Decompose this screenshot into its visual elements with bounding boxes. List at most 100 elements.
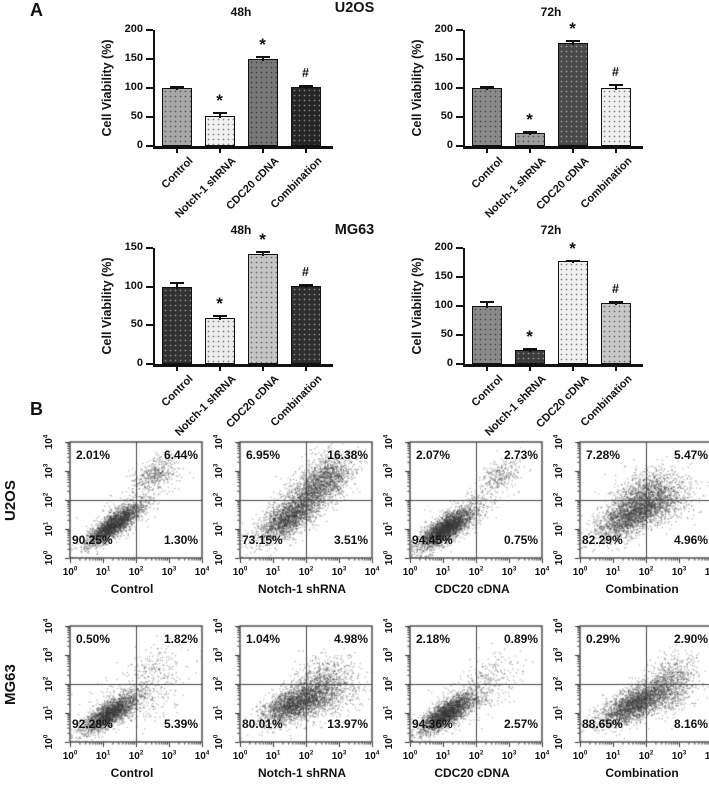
x-tick-label: 102 bbox=[638, 565, 654, 578]
chart-title: 72h bbox=[540, 223, 562, 237]
y-axis-line bbox=[153, 248, 155, 367]
x-tick-label: 104 bbox=[704, 751, 709, 762]
significance-marker: * bbox=[569, 239, 576, 259]
y-axis-tick-label: 100 bbox=[124, 81, 143, 93]
y-tick-label: 102 bbox=[382, 492, 395, 508]
y-axis-tick bbox=[146, 87, 153, 89]
y-tick-label: 102 bbox=[42, 676, 55, 692]
x-tick-label: 101 bbox=[605, 749, 621, 762]
bar bbox=[600, 88, 631, 146]
quadrant-label-top-left: 2.07% bbox=[416, 448, 451, 462]
quadrant-label-bottom-left: 94.45% bbox=[412, 533, 453, 547]
error-bar bbox=[565, 260, 580, 264]
quadrant-label-bottom-left: 92.28% bbox=[72, 717, 113, 731]
y-axis-tick bbox=[456, 29, 463, 31]
quadrant-label-top-left: 2.01% bbox=[76, 448, 111, 462]
x-tick-label: 100 bbox=[402, 749, 418, 762]
y-axis-tick bbox=[146, 363, 153, 365]
flow-scatter-canvas bbox=[60, 440, 204, 566]
x-tick-label: 100 bbox=[232, 749, 248, 762]
x-axis-line bbox=[463, 364, 643, 367]
bar bbox=[290, 285, 321, 364]
quadrant-label-bottom-right: 13.97% bbox=[327, 717, 368, 731]
y-axis-tick bbox=[456, 305, 463, 307]
x-axis-tick bbox=[485, 367, 488, 371]
y-tick-label: 103 bbox=[552, 647, 565, 663]
x-tick-label: 104 bbox=[704, 567, 709, 578]
x-axis-tick bbox=[261, 367, 264, 371]
y-axis-tick bbox=[456, 116, 463, 118]
quadrant-label-bottom-left: 80.01% bbox=[242, 717, 283, 731]
y-axis-line bbox=[153, 30, 155, 149]
y-axis-line bbox=[463, 30, 465, 149]
cell-line-header-mg63: MG63 bbox=[334, 222, 375, 238]
significance-marker: * bbox=[259, 230, 266, 250]
quadrant-label-top-right: 1.82% bbox=[163, 632, 198, 646]
error-bar bbox=[565, 40, 580, 46]
y-tick-label: 102 bbox=[552, 676, 565, 692]
x-tick-label: 104 bbox=[364, 749, 380, 762]
y-tick-label: 101 bbox=[42, 705, 55, 721]
quadrant-label-bottom-right: 1.30% bbox=[163, 533, 198, 547]
y-tick-label: 104 bbox=[42, 434, 55, 450]
flow-condition-label: CDC20 cDNA bbox=[434, 766, 510, 780]
flow-plot-area: 0.50% 1.82% 92.28% 5.39% 100 101 102 103 104 bbox=[43, 619, 204, 750]
y-axis-line bbox=[463, 248, 465, 367]
x-axis-tick bbox=[261, 149, 264, 153]
x-axis-tick bbox=[485, 149, 488, 153]
y-axis-tick bbox=[146, 247, 153, 249]
flow-condition-label: Notch-1 shRNA bbox=[257, 582, 346, 596]
y-tick-label: 101 bbox=[42, 521, 55, 537]
quadrant-label-bottom-right: 8.16% bbox=[673, 717, 708, 731]
flow-plot-area: 2.01% 6.44% 90.25% 1.30% 100 101 102 103 104 bbox=[43, 435, 204, 566]
x-axis-tick bbox=[218, 149, 221, 153]
x-axis-tick bbox=[614, 149, 617, 153]
y-axis-tick bbox=[456, 247, 463, 249]
bar bbox=[204, 317, 235, 364]
chart-title: 48h bbox=[230, 5, 252, 19]
x-tick-label: 100 bbox=[232, 565, 248, 578]
x-axis-tick bbox=[571, 149, 574, 153]
significance-marker: * bbox=[259, 35, 266, 55]
flow-plot-area: 0.29% 2.90% 88.65% 8.16% 100 101 102 103 104 bbox=[553, 619, 709, 750]
quadrant-label-top-right: 6.44% bbox=[163, 448, 198, 462]
y-axis-tick-label: 50 bbox=[130, 318, 143, 331]
flow-row-label-mg63: MG63 bbox=[2, 664, 19, 706]
error-bar bbox=[298, 84, 313, 90]
y-axis-tick bbox=[146, 324, 153, 327]
quadrant-label-top-left: 0.50% bbox=[76, 632, 111, 646]
y-axis-tick-label: 150 bbox=[124, 52, 143, 64]
x-tick-label: 100 bbox=[62, 565, 78, 578]
significance-marker: * bbox=[216, 294, 223, 314]
x-axis-tick bbox=[304, 367, 307, 371]
x-tick-label: 101 bbox=[95, 565, 111, 578]
error-bar bbox=[169, 86, 184, 90]
bar bbox=[557, 42, 588, 146]
x-tick-label: 102 bbox=[128, 565, 144, 578]
y-axis-tick bbox=[146, 145, 153, 147]
error-bar bbox=[212, 315, 227, 320]
x-tick-label: 103 bbox=[501, 565, 517, 578]
y-axis-tick bbox=[146, 58, 153, 60]
flow-scatter-canvas bbox=[570, 624, 709, 750]
y-axis-tick bbox=[456, 363, 463, 365]
y-axis-tick bbox=[456, 145, 463, 147]
y-axis-tick bbox=[456, 87, 463, 89]
y-tick-label: 103 bbox=[42, 647, 55, 663]
y-axis-tick bbox=[456, 276, 463, 278]
bar bbox=[161, 286, 192, 364]
error-bar bbox=[608, 300, 623, 306]
error-bar bbox=[522, 348, 537, 352]
flow-scatter-canvas bbox=[400, 440, 544, 566]
bar bbox=[557, 261, 588, 364]
panel-b-label: B bbox=[30, 399, 43, 419]
flow-plot-area: 1.04% 4.98% 80.01% 13.97% 100 101 102 103 104 bbox=[213, 619, 374, 750]
y-tick-label: 102 bbox=[552, 492, 565, 508]
x-tick-label: 102 bbox=[638, 749, 654, 762]
flow-plot-u2os-combination: 7.28% 5.47% 82.29% 4.96% 100 101 102 103 104 100 1… bbox=[548, 435, 709, 601]
quadrant-label-bottom-right: 3.51% bbox=[333, 533, 368, 547]
quadrant-label-top-left: 2.18% bbox=[416, 632, 451, 646]
y-tick-label: 101 bbox=[552, 705, 565, 721]
x-axis-tick bbox=[528, 149, 531, 153]
y-tick-label: 104 bbox=[552, 434, 565, 450]
